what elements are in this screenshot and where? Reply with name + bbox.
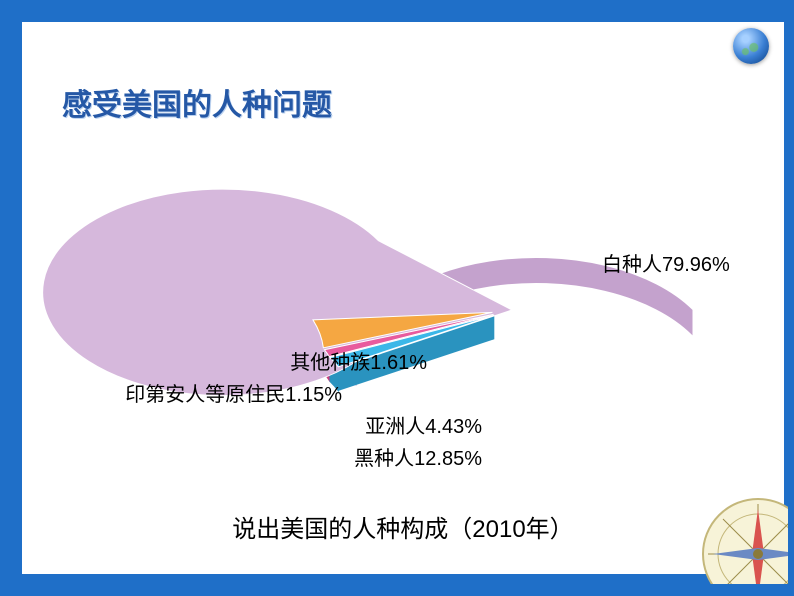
pie-label: 黑种人12.85% — [354, 442, 482, 471]
content-area: 感受美国的人种问题 白种人79.96% 黑种人12.85% 亚洲人4.43% 印第安人… — [22, 22, 784, 574]
slide-title: 感受美国的人种问题 — [62, 80, 332, 124]
pie-chart: 白种人79.96% 黑种人12.85% 亚洲人4.43% 印第安人等原住民1.15% 其… — [112, 140, 752, 520]
compass-icon — [678, 474, 788, 584]
pie-label: 其他种族1.61% — [290, 346, 427, 375]
pie-label: 白种人79.96% — [602, 248, 730, 277]
globe-icon — [733, 28, 769, 64]
pie-label: 印第安人等原住民1.15% — [125, 378, 342, 407]
pie-label: 亚洲人4.43% — [365, 410, 482, 439]
slide: 感受美国的人种问题 白种人79.96% 黑种人12.85% 亚洲人4.43% 印第安人… — [0, 0, 794, 596]
caption: 说出美国的人种构成（2010年） — [22, 509, 784, 544]
